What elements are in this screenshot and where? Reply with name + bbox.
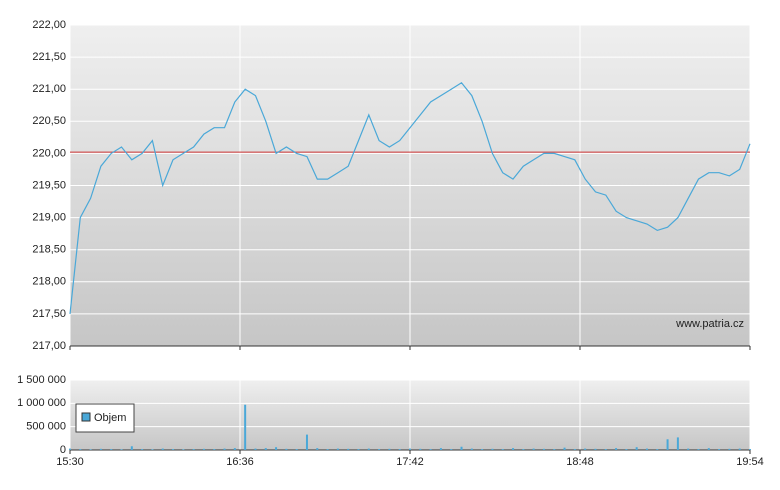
legend-label: Objem (94, 412, 126, 424)
y-tick-label: 222,00 (32, 19, 66, 31)
volume-bar (439, 448, 442, 450)
volume-bar (264, 448, 267, 450)
price-line (69, 82, 751, 314)
volume-bar (635, 447, 638, 450)
volume-bar (244, 404, 247, 450)
y-tick-label: 220,50 (32, 115, 66, 127)
volume-bar (687, 448, 690, 450)
volume-bar (223, 448, 226, 450)
y-tick-label: 219,50 (32, 179, 66, 191)
volume-bar (182, 449, 185, 450)
watermark: www.patria.cz (675, 318, 744, 330)
volume-bar (275, 447, 278, 450)
volume-bar (501, 449, 504, 450)
volume-bar (656, 449, 659, 450)
volume-bar (120, 449, 123, 450)
y-tick-label: 219,00 (32, 212, 66, 224)
x-tick-label: 19:54 (736, 456, 764, 468)
volume-bar (563, 447, 566, 450)
y-tick-label: 218,00 (32, 276, 66, 288)
volume-bar (491, 448, 494, 450)
y-tick-label: 220,00 (32, 147, 66, 159)
volume-bar (192, 449, 195, 450)
volume-bar (89, 449, 92, 450)
volume-bar (99, 448, 102, 450)
volume-bar (460, 446, 463, 450)
volume-bar (326, 449, 329, 450)
volume-bar (542, 448, 545, 450)
volume-bar (522, 449, 525, 450)
volume-bar (161, 448, 164, 450)
volume-bar (378, 449, 381, 450)
volume-bar (141, 449, 144, 450)
volume-bar (749, 449, 751, 450)
volume-bar (429, 449, 432, 450)
volume-bar (728, 448, 731, 450)
volume-bar (666, 439, 669, 450)
volume-bar (718, 449, 721, 450)
volume-bar (110, 449, 113, 450)
volume-bar (367, 448, 370, 450)
volume-bar (316, 448, 319, 450)
y-tick-label: 221,00 (32, 83, 66, 95)
volume-bar (532, 448, 535, 450)
volume-bar (409, 448, 411, 450)
volume-bar (336, 448, 339, 450)
x-tick-label: 18:48 (566, 456, 594, 468)
volume-bar (151, 449, 154, 450)
volume-bar (254, 448, 257, 450)
volume-bar (584, 448, 587, 450)
volume-bar (553, 449, 556, 450)
volume-bar (604, 449, 607, 450)
volume-bar (470, 448, 473, 450)
volume-bar (347, 448, 350, 450)
volume-bar (357, 449, 360, 450)
volume-bar (285, 448, 288, 450)
volume-bar (233, 448, 236, 450)
volume-bar (69, 448, 71, 450)
volume-bar (202, 448, 205, 450)
volume-bar (615, 448, 618, 450)
y-tick-label: 217,50 (32, 308, 66, 320)
legend-swatch (81, 412, 91, 422)
volume-bar (213, 449, 216, 450)
volume-bar (573, 449, 576, 450)
y-tick-label: 1 500 000 (17, 374, 66, 386)
x-tick-label: 16:36 (226, 456, 254, 468)
volume-bar (130, 446, 133, 450)
y-tick-label: 218,50 (32, 244, 66, 256)
volume-bar (295, 449, 298, 450)
y-tick-label: 217,00 (32, 340, 66, 352)
volume-bar (450, 449, 453, 450)
volume-bar (625, 449, 628, 450)
x-tick-label: 15:30 (56, 456, 84, 468)
y-tick-label: 0 (60, 444, 66, 456)
volume-bar (697, 449, 700, 450)
volume-bar (398, 449, 401, 450)
volume-bar (79, 449, 82, 450)
volume-bar (707, 448, 710, 450)
volume-bar (388, 448, 391, 450)
volume-bar (676, 437, 679, 450)
volume-bar (305, 434, 308, 450)
volume-bar (172, 449, 175, 450)
x-tick-label: 17:42 (396, 456, 424, 468)
volume-bar (738, 448, 741, 450)
volume-bar (481, 449, 484, 450)
y-tick-label: 500 000 (26, 421, 66, 433)
volume-bar (594, 448, 597, 450)
y-tick-label: 1 000 000 (17, 397, 66, 409)
volume-bar (512, 448, 515, 450)
volume-bar (419, 448, 422, 450)
y-tick-label: 221,50 (32, 51, 66, 63)
volume-bar (645, 448, 648, 450)
